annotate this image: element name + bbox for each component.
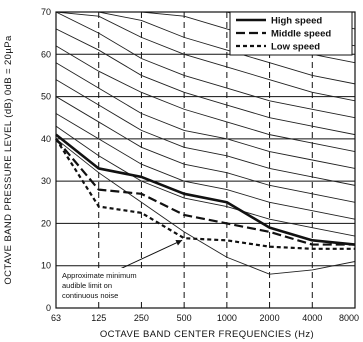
reference-curve-9 — [56, 62, 355, 169]
reference-curve-7 — [56, 28, 355, 136]
y-tick-label-0: 0 — [46, 303, 51, 313]
x-tick-label-1000: 1000 — [217, 313, 237, 323]
y-axis-label: OCTAVE BAND PRESSURE LEVEL (dB) 0dB = 20… — [3, 35, 14, 285]
y-tick-label-70: 70 — [41, 7, 51, 17]
series-line-middle-speed — [55, 138, 355, 246]
annotation-arrow-line — [119, 239, 183, 270]
reference-curve-5 — [56, 12, 355, 102]
annotation-line-1: Approximate minimum — [62, 271, 137, 280]
annotation-line-3: continuous noise — [62, 291, 118, 300]
reference-curve-12 — [56, 113, 355, 220]
reference-curve-4 — [56, 12, 355, 85]
y-tick-label-60: 60 — [41, 49, 51, 59]
x-tick-label-125: 125 — [91, 313, 106, 323]
threshold-curve — [56, 138, 355, 275]
y-tick-label-40: 40 — [41, 134, 51, 144]
series-layer — [55, 133, 356, 270]
annotation-box — [61, 268, 157, 302]
y-tick-label-50: 50 — [41, 92, 51, 102]
x-tick-label-250: 250 — [134, 313, 149, 323]
tick-labels: 0 10 20 30 40 50 60 70 63 125 250 500 1000 2000 4000 80… — [41, 7, 359, 323]
y-tick-label-30: 30 — [41, 176, 51, 186]
reference-curve-13 — [56, 125, 355, 237]
x-tick-label-63: 63 — [51, 313, 61, 323]
plot-frame — [55, 11, 356, 309]
y-tick-label-10: 10 — [41, 261, 51, 271]
x-axis-label: OCTAVE BAND CENTER FREQUENCIES (Hz) — [100, 329, 314, 340]
legend-label-high-speed: High speed — [271, 16, 322, 27]
plot-border — [55, 11, 356, 309]
y-tick-label-20: 20 — [41, 218, 51, 228]
x-tick-label-8000: 8000 — [339, 313, 359, 323]
reference-curve-11 — [56, 96, 355, 203]
legend-label-middle-speed: Middle speed — [271, 29, 331, 40]
annotation-line-2: audible limit on — [62, 281, 112, 290]
x-tick-label-4000: 4000 — [302, 313, 322, 323]
reference-curve-6 — [56, 12, 355, 119]
series-line-low-speed — [55, 138, 355, 250]
x-tick-label-500: 500 — [177, 313, 192, 323]
annotation-arrow-head — [175, 240, 183, 246]
legend-label-low-speed: Low speed — [271, 42, 320, 53]
legend: High speed Middle speed Low speed — [229, 11, 353, 56]
series-line-high-speed — [55, 133, 356, 246]
annotation: Approximate minimum audible limit on con… — [61, 268, 157, 302]
reference-curve-8 — [56, 45, 355, 152]
reference-curve-10 — [56, 79, 355, 186]
x-tick-label-2000: 2000 — [260, 313, 280, 323]
